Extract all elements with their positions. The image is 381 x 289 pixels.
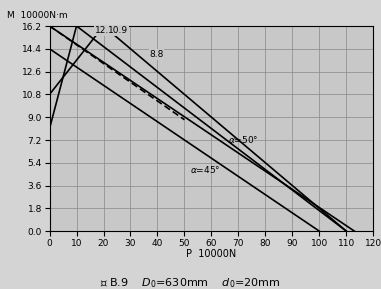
Text: $\alpha$=45$\degree$: $\alpha$=45$\degree$: [190, 164, 221, 175]
Text: 12.9: 12.9: [95, 26, 115, 35]
Text: 图 B.9    $D_0$=630mm    $d_0$=20mm: 图 B.9 $D_0$=630mm $d_0$=20mm: [100, 276, 281, 289]
Text: $\alpha$=50$\degree$: $\alpha$=50$\degree$: [228, 134, 258, 144]
Text: M  10000N·m: M 10000N·m: [7, 11, 68, 20]
Text: 8.8: 8.8: [149, 50, 164, 59]
Text: 10.9: 10.9: [108, 26, 128, 35]
X-axis label: P  10000N: P 10000N: [186, 249, 237, 259]
